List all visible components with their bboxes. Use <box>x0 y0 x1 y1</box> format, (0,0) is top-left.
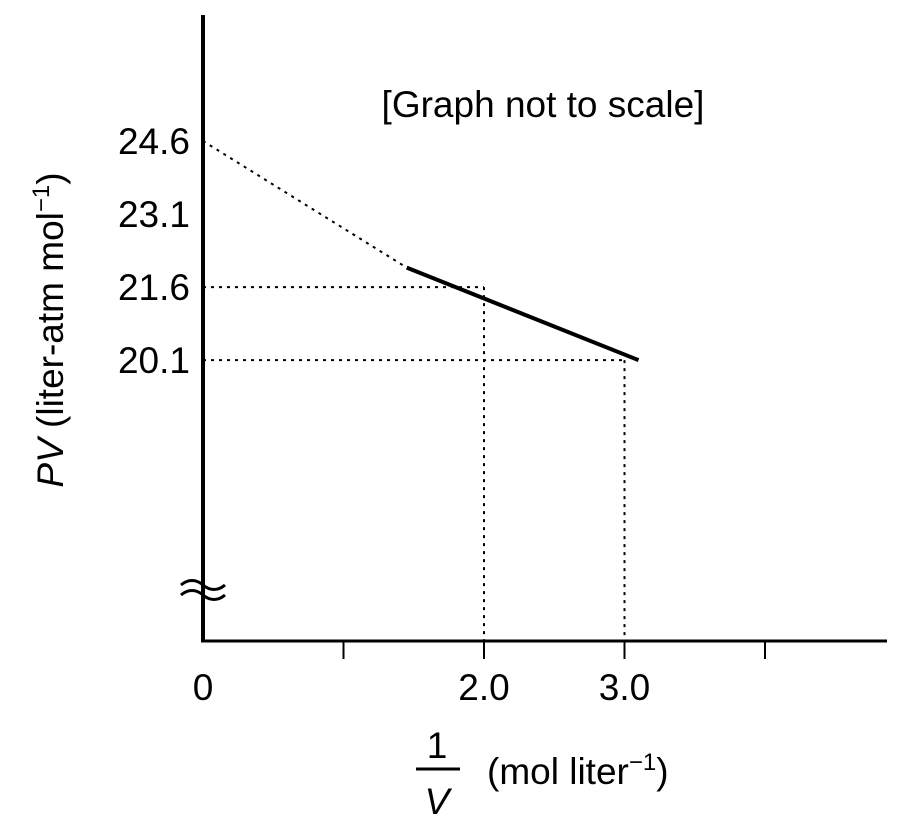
y-axis-unit-exponent: −1 <box>28 185 55 212</box>
y-tick-label: 21.6 <box>118 267 190 308</box>
x-axis-numerator: 1 <box>427 725 448 766</box>
x-tick-marks <box>342 641 766 659</box>
x-axis-unit-text: (mol liter <box>487 751 629 792</box>
x-axis-unit: (mol liter−1) <box>487 749 669 792</box>
not-to-scale-note: [Graph not to scale] <box>382 84 705 125</box>
y-tick-label: 20.1 <box>118 340 190 381</box>
y-axis-title: PV (liter-atm mol−1) <box>28 172 71 487</box>
data-line <box>405 265 640 363</box>
reference-lines <box>203 286 626 641</box>
y-tick-labels: 24.6 23.1 21.6 20.1 <box>118 121 190 381</box>
axis-break-icon <box>180 579 226 601</box>
x-tick-labels: 0 2.0 3.0 <box>193 667 651 708</box>
data-series <box>202 140 640 363</box>
extrapolated-line <box>202 140 408 269</box>
y-tick-label: 23.1 <box>118 194 190 235</box>
x-tick-label: 3.0 <box>599 667 650 708</box>
x-tick-label: 0 <box>193 667 214 708</box>
x-axis-denominator: V <box>425 781 453 822</box>
x-axis-unit-exponent: −1 <box>629 749 656 776</box>
x-axis-title: 1 V (mol liter−1) <box>416 725 669 822</box>
y-axis-unit-close: ) <box>30 172 71 184</box>
x-tick-label: 2.0 <box>458 667 509 708</box>
y-axis-variable: PV <box>30 435 71 488</box>
x-axis-unit-close: ) <box>656 751 668 792</box>
y-tick-label: 24.6 <box>118 121 190 162</box>
y-axis-unit: (liter-atm mol <box>30 212 71 438</box>
